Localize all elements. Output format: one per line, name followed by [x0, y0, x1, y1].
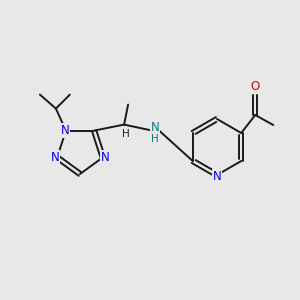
Text: O: O [250, 80, 260, 94]
Text: N: N [151, 121, 160, 134]
Text: N: N [61, 124, 69, 137]
Text: H: H [151, 134, 159, 144]
Text: N: N [51, 151, 59, 164]
Text: H: H [122, 129, 130, 139]
Text: N: N [100, 151, 109, 164]
Text: H: H [151, 134, 159, 144]
Text: N: N [213, 169, 221, 182]
Text: N: N [151, 121, 160, 134]
